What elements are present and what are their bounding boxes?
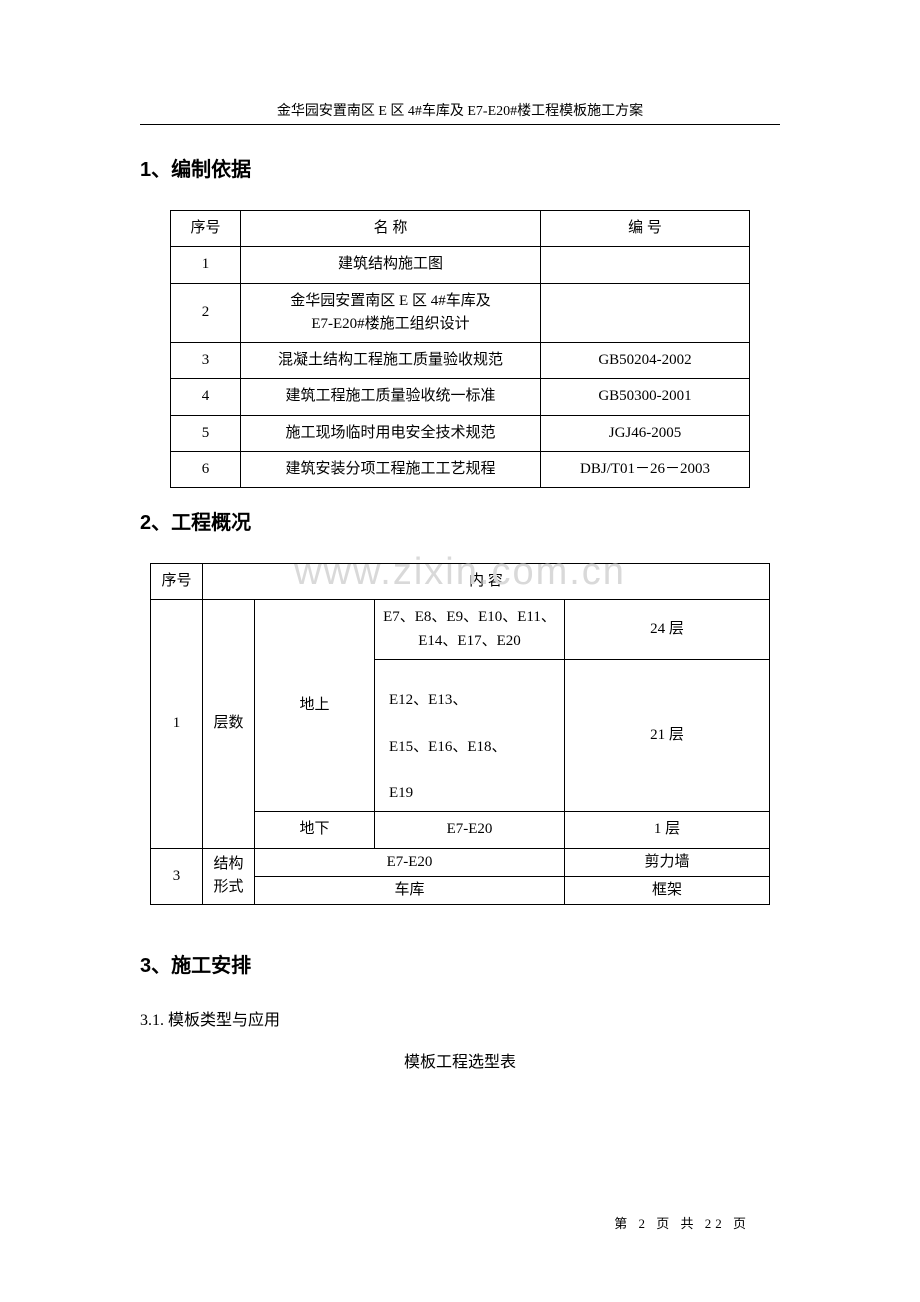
- cell: GB50300-2001: [541, 379, 750, 415]
- cell: 剪力墙: [565, 848, 770, 876]
- cell: E12、E13、 E15、E16、E18、 E19: [375, 659, 565, 812]
- cell: 建筑安装分项工程施工工艺规程: [241, 451, 541, 487]
- cell: 建筑结构施工图: [241, 247, 541, 283]
- doc-header-title: 金华园安置南区 E 区 4#车库及 E7-E20#楼工程模板施工方案: [140, 100, 780, 120]
- cell: 框架: [565, 876, 770, 904]
- cell: 结构 形式: [203, 848, 255, 905]
- cell: 建筑工程施工质量验收统一标准: [241, 379, 541, 415]
- table-row: 6 建筑安装分项工程施工工艺规程 DBJ/T01－26－2003: [171, 451, 750, 487]
- cell: [541, 247, 750, 283]
- th-content: 内 容: [203, 564, 770, 600]
- cell: 施工现场临时用电安全技术规范: [241, 415, 541, 451]
- cell: 金华园安置南区 E 区 4#车库及 E7-E20#楼施工组织设计: [241, 283, 541, 343]
- cell: 1: [171, 247, 241, 283]
- cell-line: E19: [389, 785, 413, 801]
- cell-line: 金华园安置南区 E 区 4#车库及: [249, 290, 532, 313]
- table-row: 2 金华园安置南区 E 区 4#车库及 E7-E20#楼施工组织设计: [171, 283, 750, 343]
- table-overview: 序号 内 容 1 层数 地上 E7、E8、E9、E10、E11、E14、E17、…: [150, 563, 770, 905]
- page-footer: 第 2 页 共 22 页: [0, 1213, 920, 1232]
- cell: 3: [171, 343, 241, 379]
- section-3-1-heading: 3.1. 模板类型与应用: [140, 1006, 780, 1030]
- th-seq: 序号: [151, 564, 203, 600]
- cell: JGJ46-2005: [541, 415, 750, 451]
- cell: 1: [151, 600, 203, 848]
- cell: 24 层: [565, 600, 770, 660]
- table-row: 序号 内 容: [151, 564, 770, 600]
- section-1-heading: 1、编制依据: [140, 153, 780, 182]
- cell: 地下: [255, 812, 375, 848]
- table-row: 4 建筑工程施工质量验收统一标准 GB50300-2001: [171, 379, 750, 415]
- cell: 21 层: [565, 659, 770, 812]
- section-3-heading: 3、施工安排: [140, 949, 780, 978]
- cell: 6: [171, 451, 241, 487]
- cell-line: 形式: [207, 876, 250, 899]
- table-row: 1 建筑结构施工图: [171, 247, 750, 283]
- th-name: 名 称: [241, 211, 541, 247]
- header-rule: [140, 124, 780, 125]
- table-row: 3 结构 形式 E7-E20 剪力墙: [151, 848, 770, 876]
- cell: E7-E20: [375, 812, 565, 848]
- section-2-heading: 2、工程概况: [140, 506, 780, 535]
- cell-line: E15、E16、E18、: [389, 739, 507, 755]
- cell: GB50204-2002: [541, 343, 750, 379]
- cell: 5: [171, 415, 241, 451]
- page: 金华园安置南区 E 区 4#车库及 E7-E20#楼工程模板施工方案 1、编制依…: [0, 0, 920, 1302]
- th-seq: 序号: [171, 211, 241, 247]
- table-row: 序号 名 称 编 号: [171, 211, 750, 247]
- table-row: 5 施工现场临时用电安全技术规范 JGJ46-2005: [171, 415, 750, 451]
- table3-caption: 模板工程选型表: [140, 1048, 780, 1072]
- cell: 层数: [203, 600, 255, 848]
- cell: 车库: [255, 876, 565, 904]
- cell: 混凝土结构工程施工质量验收规范: [241, 343, 541, 379]
- th-code: 编 号: [541, 211, 750, 247]
- cell-line: E12、E13、: [389, 692, 467, 708]
- cell: E7、E8、E9、E10、E11、E14、E17、E20: [375, 600, 565, 660]
- cell: 1 层: [565, 812, 770, 848]
- table-row: 1 层数 地上 E7、E8、E9、E10、E11、E14、E17、E20 24 …: [151, 600, 770, 660]
- cell: [541, 283, 750, 343]
- cell: 3: [151, 848, 203, 905]
- cell-line: 结构: [207, 853, 250, 876]
- cell: DBJ/T01－26－2003: [541, 451, 750, 487]
- cell: 2: [171, 283, 241, 343]
- cell-line: E7-E20#楼施工组织设计: [249, 313, 532, 336]
- table-row: 3 混凝土结构工程施工质量验收规范 GB50204-2002: [171, 343, 750, 379]
- cell: 4: [171, 379, 241, 415]
- cell: 地上: [255, 600, 375, 812]
- cell: E7-E20: [255, 848, 565, 876]
- table2-wrap: www.zixin.com.cn 序号 内 容 1 层数 地上 E7、E8、E9…: [140, 563, 780, 905]
- table-basis: 序号 名 称 编 号 1 建筑结构施工图 2 金华园安置南区 E 区 4#车库及…: [170, 210, 750, 488]
